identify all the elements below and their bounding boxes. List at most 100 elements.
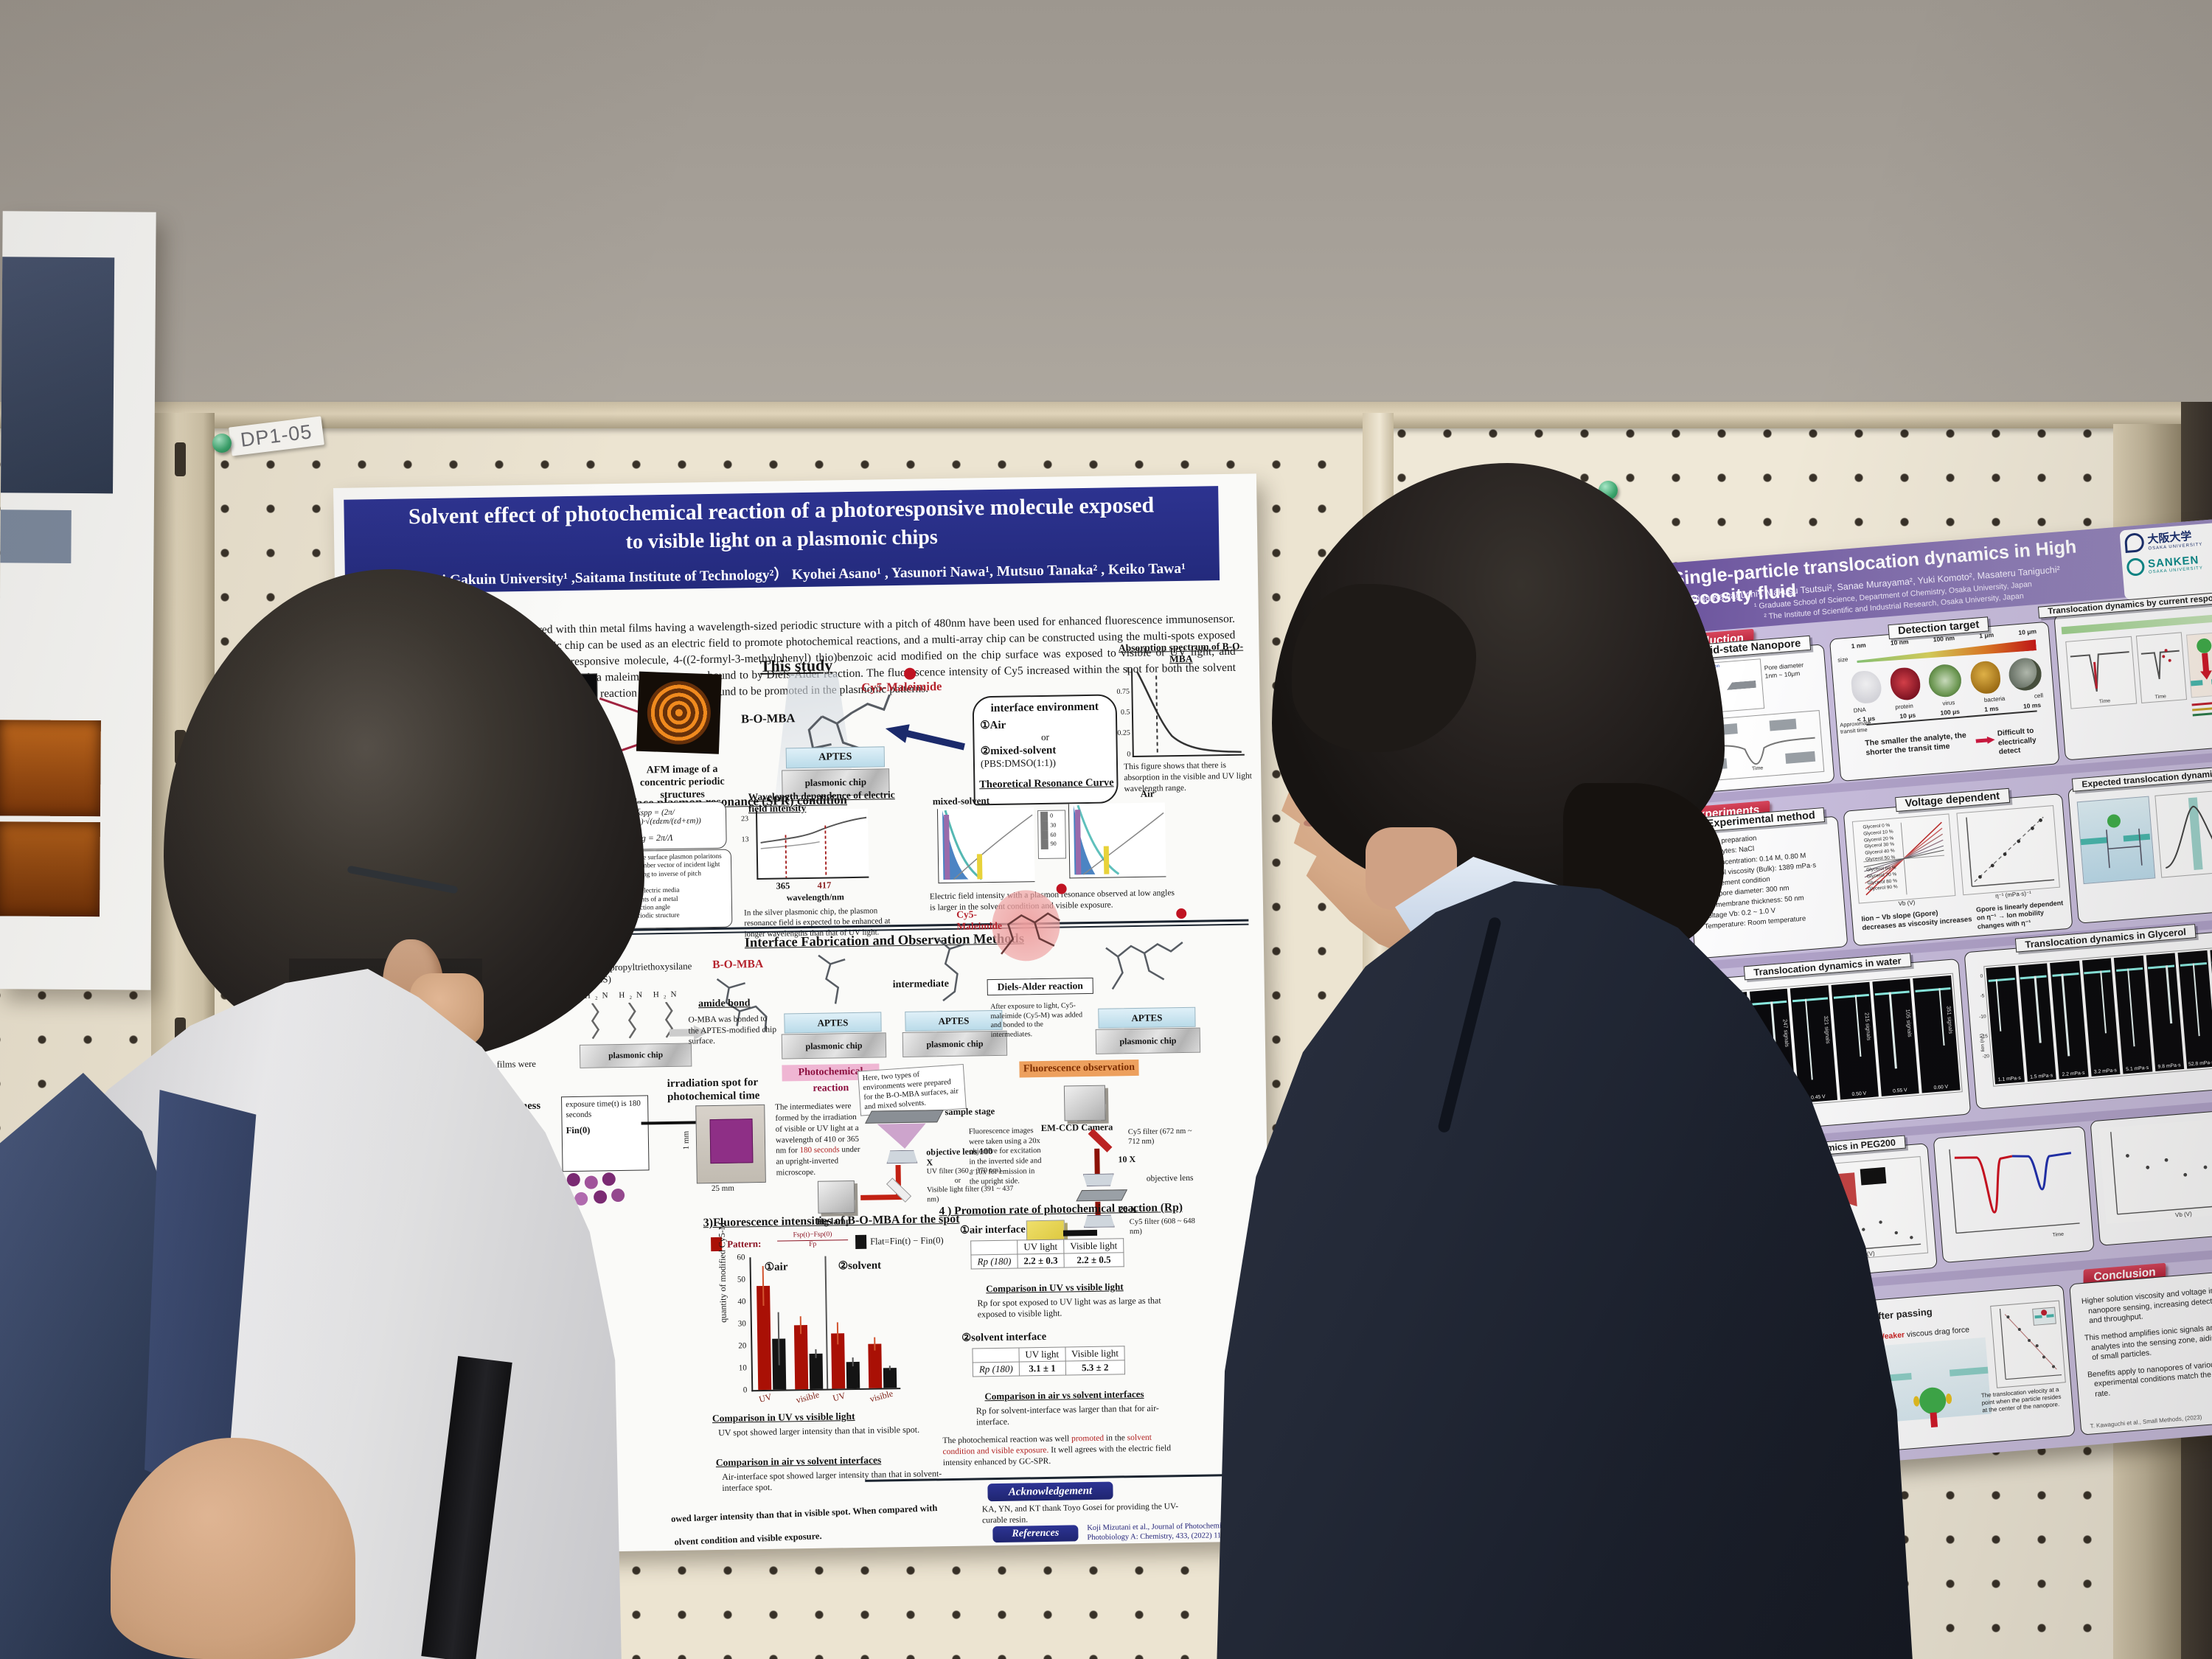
error-whisker	[815, 1349, 817, 1358]
list-item: 1 nm	[1851, 641, 1866, 650]
sample-stage-label: sample stage	[945, 1106, 995, 1118]
absorption-title: Absorption spectrum of B-O-MBA	[1118, 640, 1244, 665]
amine-groups: H₂N H₂N H₂N	[584, 990, 681, 1001]
trace-spike	[1888, 992, 1897, 1069]
cy5-filter-b-label: Cy5 filter (608 ~ 648 nm)	[1129, 1217, 1195, 1237]
bomba-molecule-2	[716, 978, 768, 1032]
cy5-maleimide-label: Cy5-Maleimide	[861, 679, 942, 695]
comp2-text: Air-interface spot showed larger intensi…	[722, 1468, 942, 1494]
concl-mid: in the	[1104, 1433, 1127, 1443]
beam-v2	[1094, 1148, 1100, 1175]
wall	[0, 0, 2212, 428]
protein-icon	[1888, 667, 1921, 702]
bar-flat-visible-3	[883, 1368, 897, 1388]
list-item: 0	[1127, 750, 1131, 759]
trace-baseline	[2148, 964, 2175, 970]
error-whisker	[852, 1357, 854, 1367]
visible-filter-label: Visible light filter (391 ~ 437 nm)	[926, 1184, 1014, 1203]
bar-flat-visible-1	[809, 1353, 824, 1389]
sanken-logo-mark-icon	[2126, 557, 2146, 577]
left-person-arm	[111, 1438, 355, 1659]
afm-rings	[646, 680, 712, 746]
left-poster-title-banner: Solvent effect of photochemical reaction…	[344, 486, 1220, 594]
pointer-line	[641, 1121, 696, 1125]
red-arrow-icon	[1975, 736, 1995, 745]
this-study-heading: This study	[759, 655, 833, 675]
wl-xlabel: wavelength/nm	[786, 891, 844, 903]
current-trace-panel: 9.8 mPa·s	[2146, 953, 2185, 1072]
summary-fragment-2: owed larger intensity than that in visib…	[670, 1502, 938, 1525]
pushpin-green	[212, 434, 232, 453]
note1-title: Comparison in UV vs visible light	[986, 1281, 1124, 1295]
current-response-box: Translocation dynamics by current respon…	[2037, 591, 2212, 761]
iv-fan-chart	[1851, 813, 1956, 904]
objective-lens-shape	[886, 1150, 917, 1164]
note2-text: Rp for solvent-interface was larger than…	[975, 1402, 1159, 1427]
trace-panel-sublabel: 0.60 V	[1933, 1084, 1949, 1091]
velocity-scatter-box: Vb (V)	[2090, 1107, 2212, 1246]
fragment-figure-gray	[0, 509, 72, 563]
trace-panel-sublabel: 0.55 V	[1892, 1088, 1907, 1094]
list-item: 0	[1980, 973, 1983, 979]
fragment-poster	[0, 211, 156, 990]
bar-ytick: 40	[737, 1297, 746, 1307]
beam-horizontal	[860, 1194, 902, 1200]
dna-icon	[1850, 669, 1882, 705]
voltage-dependent-title: Voltage dependent	[1895, 787, 2010, 813]
trace-panel-sublabel: 2.2 mPa·s	[2062, 1070, 2085, 1078]
formula-4: k̄g = 2π/Λ	[637, 832, 673, 844]
fragment-afm-image-2	[0, 821, 100, 917]
list-item: protein	[1894, 702, 1914, 711]
list-item: 30	[1040, 821, 1063, 831]
voltage-dependent-box: Voltage dependent Glycerol 0 % Glycerol 1…	[1843, 787, 2073, 947]
resonance-chart-solvent	[936, 807, 1035, 884]
svg-text:Vb (V): Vb (V)	[2175, 1211, 2193, 1219]
comp1-text: UV spot showed larger intensity than tha…	[718, 1424, 920, 1438]
formula-2: k̄spp = (2π/λ)·√(εdεm/(εd+εm))	[636, 807, 701, 827]
virus-icon	[1927, 663, 1963, 698]
current-trace-panel: 3.2 mPa·s	[2081, 958, 2121, 1077]
current-trace-panel: 1.5 mPa·s	[2017, 963, 2056, 1082]
diels-alder-note: After exposure to light, Cy5-maleimide (…	[990, 1001, 1083, 1039]
trace-spike	[1804, 998, 1814, 1080]
trace-spike	[2126, 968, 2135, 1047]
current-trace-panel: 5.1 mPa·s	[2113, 955, 2152, 1074]
x10-label: 10 X	[1118, 1154, 1136, 1165]
cy5-dye-dot-2	[1056, 883, 1067, 894]
svg-text:Time: Time	[2154, 694, 2166, 700]
legend-pattern-fraction: Fsp(t)−Fsp(0) Fp	[776, 1231, 849, 1250]
chip-photo	[695, 1104, 766, 1184]
trace-panel-sublabel: 1.1 mPa·s	[1997, 1075, 2022, 1083]
osaka-univ-logo: 大阪大学 OSAKA UNIVERSITY	[2124, 526, 2212, 553]
table-cell	[972, 1348, 1020, 1363]
cy5-filter-a-label: Cy5 filter (672 nm ~ 712 nm)	[1127, 1127, 1192, 1147]
resonance-chart-air	[1068, 802, 1166, 879]
pore-diameter-text: Pore diameter 1nm ~ 10μm	[1764, 661, 1804, 680]
cy5-molecule	[1001, 912, 1060, 955]
absorption-curve	[1135, 671, 1242, 754]
wl-ytick-23: 23	[741, 815, 749, 824]
wl-tick-417: 417	[817, 880, 832, 891]
error-whisker	[799, 1316, 802, 1335]
approx-transit-label: Approximate transit time	[1839, 719, 1871, 735]
exposure-time-box: exposure time(t) is 180 seconds Fin(0)	[561, 1095, 650, 1172]
mini-legend	[2191, 698, 2212, 719]
particle-after	[1918, 1386, 1947, 1416]
list-item: bacteria	[1983, 695, 2006, 704]
resonance-legend: 0 30 60 90	[1037, 810, 1067, 860]
barchart-ylabel: quantity of modified Cy5-M	[716, 1222, 728, 1323]
list-item: 0.25	[1117, 728, 1130, 738]
conclusion-ref: T. Kawaguchi et al., Small Methods, (202…	[2090, 1413, 2202, 1430]
bomba-label-2: B-O-MBA	[712, 957, 764, 972]
list-item: cell	[2034, 692, 2044, 700]
response-chart-1: Time	[2065, 636, 2138, 709]
poster-authors: （Kwansei Gakuin University¹ ,Saitama Ins…	[378, 560, 1186, 590]
conclusion-box: Higher solution viscosity and voltage im…	[2069, 1267, 2212, 1436]
bar-group-divider	[824, 1256, 828, 1389]
table-cell: UV light	[1018, 1347, 1065, 1363]
trace-panel-label: 215 signals	[1863, 1012, 1873, 1040]
trace-spike	[1938, 987, 1946, 1046]
current-trace-panel: 215 signals 0.50 V	[1831, 981, 1879, 1100]
fraction-bottom: Fp	[809, 1240, 817, 1248]
promotion-table-solvent: UV light Visible light Rp (180) 3.1 ± 1 5.3 …	[972, 1346, 1125, 1377]
